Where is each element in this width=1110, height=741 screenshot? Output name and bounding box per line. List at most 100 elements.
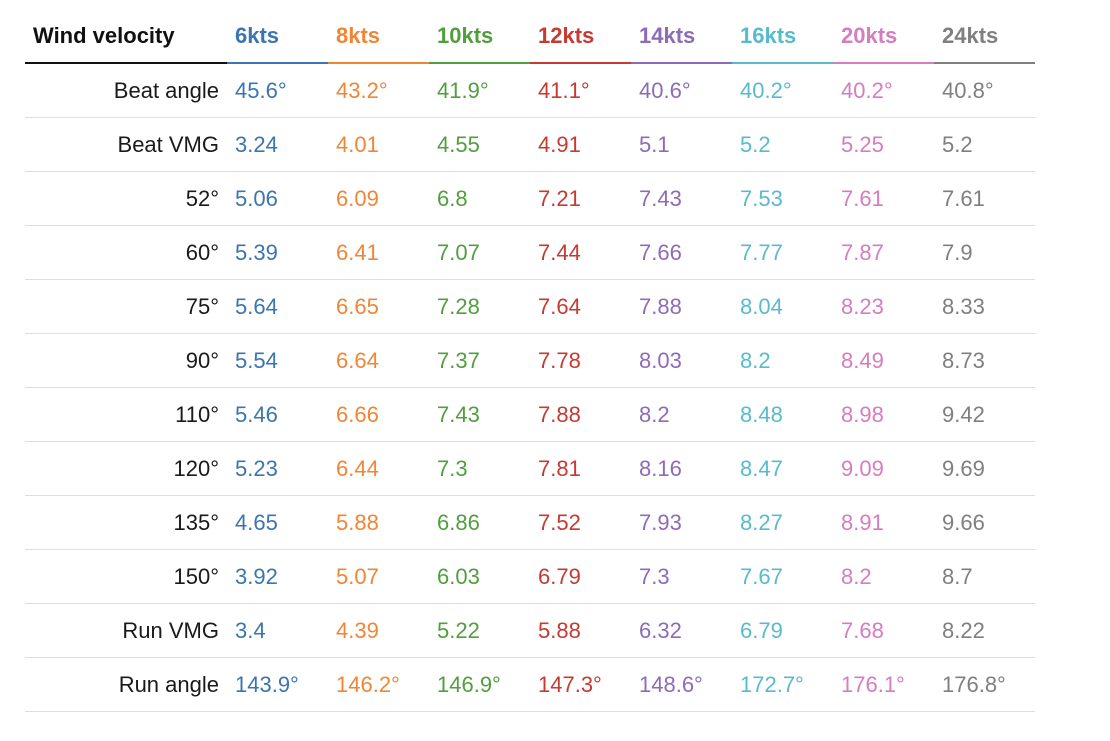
- table-row: 120° 5.23 6.44 7.3 7.81 8.16 8.47 9.09 9.69: [25, 441, 1035, 496]
- value-cell: 6.66: [328, 387, 429, 442]
- value-cell: 40.2°: [732, 63, 833, 118]
- value-cell: 8.2: [833, 549, 934, 604]
- value-cell: 5.23: [227, 441, 328, 496]
- value-cell: 8.91: [833, 495, 934, 550]
- value-cell: 4.65: [227, 495, 328, 550]
- table-row: 52° 5.06 6.09 6.8 7.21 7.43 7.53 7.61 7.61: [25, 171, 1035, 226]
- value-cell: 5.54: [227, 333, 328, 388]
- value-cell: 5.22: [429, 603, 530, 658]
- value-cell: 5.39: [227, 225, 328, 280]
- value-cell: 7.9: [934, 225, 1035, 280]
- value-cell: 40.2°: [833, 63, 934, 118]
- speed-header-24kts: 24kts: [934, 10, 1035, 64]
- row-label: 60°: [25, 225, 227, 280]
- value-cell: 8.2: [631, 387, 732, 442]
- value-cell: 3.4: [227, 603, 328, 658]
- table-row: Run VMG 3.4 4.39 5.22 5.88 6.32 6.79 7.68 8.22: [25, 603, 1035, 658]
- value-cell: 41.9°: [429, 63, 530, 118]
- value-cell: 7.88: [631, 279, 732, 334]
- table-header: Wind velocity 6kts 8kts 10kts 12kts 14kts 16k…: [25, 10, 1035, 64]
- speed-header-20kts: 20kts: [833, 10, 934, 64]
- value-cell: 4.91: [530, 117, 631, 172]
- value-cell: 6.32: [631, 603, 732, 658]
- value-cell: 5.2: [732, 117, 833, 172]
- value-cell: 6.64: [328, 333, 429, 388]
- value-cell: 7.37: [429, 333, 530, 388]
- value-cell: 146.9°: [429, 657, 530, 712]
- value-cell: 172.7°: [732, 657, 833, 712]
- value-cell: 7.87: [833, 225, 934, 280]
- table-row: 110° 5.46 6.66 7.43 7.88 8.2 8.48 8.98 9.42: [25, 387, 1035, 442]
- row-label: Run angle: [25, 657, 227, 712]
- value-cell: 3.92: [227, 549, 328, 604]
- value-cell: 9.09: [833, 441, 934, 496]
- value-cell: 5.07: [328, 549, 429, 604]
- value-cell: 7.64: [530, 279, 631, 334]
- value-cell: 40.8°: [934, 63, 1035, 118]
- value-cell: 7.28: [429, 279, 530, 334]
- speed-header-8kts: 8kts: [328, 10, 429, 64]
- value-cell: 4.01: [328, 117, 429, 172]
- value-cell: 5.88: [328, 495, 429, 550]
- row-label: 135°: [25, 495, 227, 550]
- value-cell: 5.46: [227, 387, 328, 442]
- value-cell: 9.69: [934, 441, 1035, 496]
- table-row: 60° 5.39 6.41 7.07 7.44 7.66 7.77 7.87 7.9: [25, 225, 1035, 280]
- value-cell: 6.86: [429, 495, 530, 550]
- value-cell: 5.06: [227, 171, 328, 226]
- wind-velocity-header: Wind velocity: [25, 10, 227, 64]
- row-label: Beat VMG: [25, 117, 227, 172]
- value-cell: 8.22: [934, 603, 1035, 658]
- speed-header-6kts: 6kts: [227, 10, 328, 64]
- table-row: 135° 4.65 5.88 6.86 7.52 7.93 8.27 8.91 9.66: [25, 495, 1035, 550]
- speed-header-16kts: 16kts: [732, 10, 833, 64]
- value-cell: 6.03: [429, 549, 530, 604]
- value-cell: 8.73: [934, 333, 1035, 388]
- speed-header-12kts: 12kts: [530, 10, 631, 64]
- value-cell: 8.2: [732, 333, 833, 388]
- value-cell: 176.8°: [934, 657, 1035, 712]
- row-label: 110°: [25, 387, 227, 442]
- value-cell: 7.07: [429, 225, 530, 280]
- polar-table: Wind velocity 6kts 8kts 10kts 12kts 14kts 16k…: [25, 10, 1035, 712]
- value-cell: 7.3: [429, 441, 530, 496]
- row-label: 90°: [25, 333, 227, 388]
- value-cell: 7.68: [833, 603, 934, 658]
- value-cell: 6.8: [429, 171, 530, 226]
- value-cell: 6.79: [530, 549, 631, 604]
- table-row: Beat VMG 3.24 4.01 4.55 4.91 5.1 5.2 5.25 5.2: [25, 117, 1035, 172]
- value-cell: 6.44: [328, 441, 429, 496]
- value-cell: 7.61: [833, 171, 934, 226]
- value-cell: 5.1: [631, 117, 732, 172]
- value-cell: 147.3°: [530, 657, 631, 712]
- value-cell: 7.43: [631, 171, 732, 226]
- value-cell: 7.66: [631, 225, 732, 280]
- value-cell: 5.64: [227, 279, 328, 334]
- table-row: 75° 5.64 6.65 7.28 7.64 7.88 8.04 8.23 8.33: [25, 279, 1035, 334]
- value-cell: 7.81: [530, 441, 631, 496]
- value-cell: 7.61: [934, 171, 1035, 226]
- value-cell: 40.6°: [631, 63, 732, 118]
- value-cell: 7.77: [732, 225, 833, 280]
- value-cell: 6.65: [328, 279, 429, 334]
- value-cell: 4.55: [429, 117, 530, 172]
- value-cell: 146.2°: [328, 657, 429, 712]
- value-cell: 7.43: [429, 387, 530, 442]
- value-cell: 8.16: [631, 441, 732, 496]
- value-cell: 8.48: [732, 387, 833, 442]
- value-cell: 3.24: [227, 117, 328, 172]
- table-row: 90° 5.54 6.64 7.37 7.78 8.03 8.2 8.49 8.73: [25, 333, 1035, 388]
- value-cell: 8.03: [631, 333, 732, 388]
- value-cell: 8.23: [833, 279, 934, 334]
- value-cell: 7.21: [530, 171, 631, 226]
- value-cell: 6.79: [732, 603, 833, 658]
- value-cell: 8.98: [833, 387, 934, 442]
- value-cell: 4.39: [328, 603, 429, 658]
- value-cell: 176.1°: [833, 657, 934, 712]
- row-label: Beat angle: [25, 63, 227, 118]
- value-cell: 8.04: [732, 279, 833, 334]
- table-row: Run angle 143.9° 146.2° 146.9° 147.3° 148.6° 1…: [25, 657, 1035, 712]
- value-cell: 7.44: [530, 225, 631, 280]
- value-cell: 7.52: [530, 495, 631, 550]
- value-cell: 8.49: [833, 333, 934, 388]
